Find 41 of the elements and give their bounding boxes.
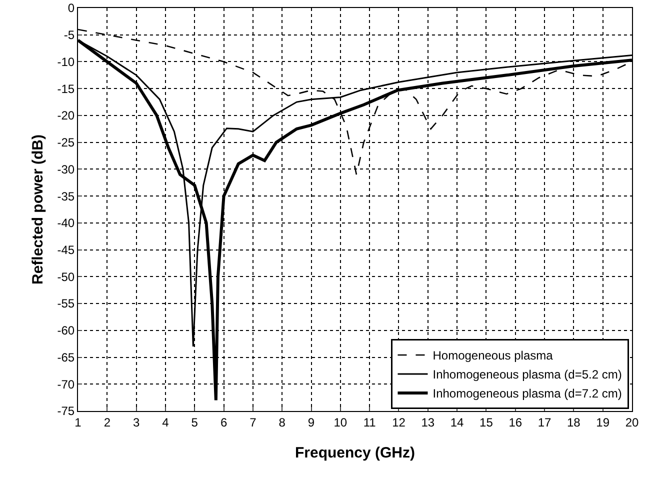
legend-label: Homogeneous plasma [432,348,554,363]
x-tick-label: 20 [625,415,639,430]
x-tick-label: 11 [363,415,376,430]
x-tick-label: 5 [191,415,198,430]
x-tick-label: 4 [162,415,170,430]
x-tick-label: 8 [278,415,286,430]
x-tick-label: 19 [596,415,610,430]
y-tick-label: -30 [57,162,75,176]
y-tick-label: -15 [57,82,75,96]
y-tick-label: -20 [57,108,75,123]
y-tick-label: -5 [64,28,75,42]
x-axis-title: Frequency (GHz) [294,444,416,462]
x-tick-label: 18 [567,415,581,430]
x-tick-label: 10 [334,415,348,430]
y-tick-label: -45 [57,243,75,257]
y-tick-label: -25 [57,136,75,150]
y-tick-label: -65 [57,350,75,364]
x-tick-label: 16 [508,415,522,430]
y-tick-label: -55 [57,296,75,311]
x-tick-label: 7 [250,415,257,430]
y-tick-label: -75 [57,404,75,418]
x-tick-label: 13 [421,415,435,430]
legend-label: Inhomogeneous plasma (d=7.2 cm) [432,386,622,401]
y-tick-label: -10 [57,54,75,69]
x-tick-label: 1 [74,415,82,430]
x-tick-label: 9 [308,415,315,430]
x-tick-label: 3 [132,415,140,430]
y-axis-title: Reflected power (dB) [30,134,47,285]
x-tick-label: 17 [538,415,552,430]
y-tick-label: -60 [57,324,75,338]
x-tick-label: 6 [220,415,228,430]
y-tick-label: -40 [57,216,75,230]
y-tick-label: 0 [68,1,75,16]
y-tick-label: -70 [57,377,75,392]
y-tick-label: -35 [57,189,75,204]
x-tick-label: 12 [392,415,406,430]
y-tick-label: -50 [57,270,75,284]
x-tick-label: 2 [104,415,111,430]
x-tick-label: 14 [450,415,464,430]
legend-label: Inhomogeneous plasma (d=5.2 cm) [432,368,622,382]
x-tick-label: 15 [480,415,494,430]
